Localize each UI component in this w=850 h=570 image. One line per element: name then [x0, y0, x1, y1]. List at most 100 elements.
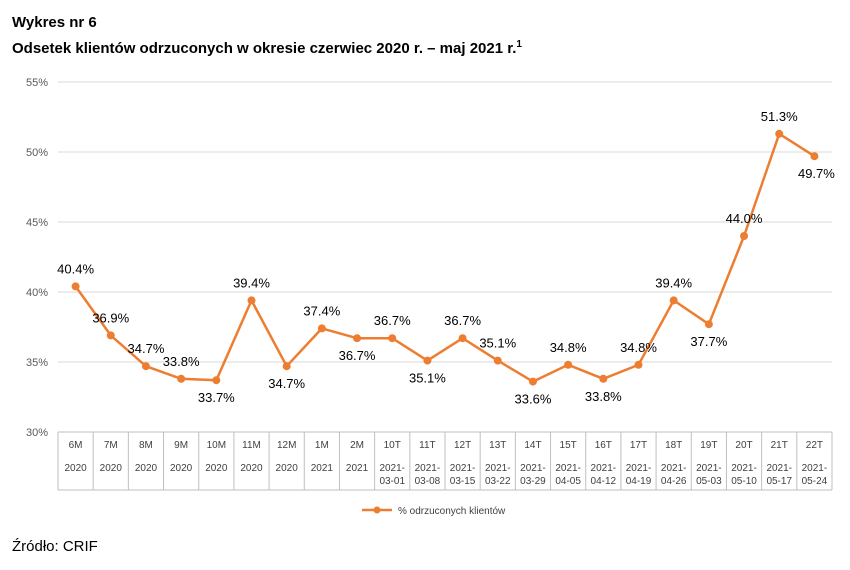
footnote-mark: 1 [516, 39, 522, 50]
data-point [106, 331, 115, 340]
x-tick-label: 13T [489, 440, 506, 451]
x-tick-label: 15T [560, 440, 577, 451]
chart-title: Odsetek klientów odrzuconych w okresie c… [12, 34, 522, 60]
x-tick-sublabel: 05-03 [696, 476, 722, 487]
x-tick-sublabel: 2021- [802, 463, 828, 474]
data-point [388, 334, 397, 343]
x-tick-sublabel: 2020 [205, 463, 228, 474]
x-tick-label: 17T [630, 440, 647, 451]
data-point [493, 356, 502, 365]
x-tick-sublabel: 2021 [346, 463, 369, 474]
x-tick-sublabel: 2021- [485, 463, 511, 474]
data-point [599, 374, 608, 383]
x-tick-sublabel: 04-26 [661, 476, 687, 487]
data-point [177, 374, 186, 383]
x-tick-sublabel: 03-08 [415, 476, 441, 487]
x-tick-sublabel: 2021- [415, 463, 441, 474]
data-label: 39.4% [233, 275, 270, 290]
data-label: 36.7% [444, 313, 481, 328]
x-tick-label: 12M [277, 440, 296, 451]
data-label: 35.1% [409, 371, 446, 386]
x-tick-sublabel: 04-05 [555, 476, 581, 487]
data-point [704, 320, 713, 329]
x-tick-label: 10T [384, 440, 401, 451]
data-point [669, 296, 678, 305]
data-label: 36.7% [374, 313, 411, 328]
data-point [247, 296, 256, 305]
data-point [740, 232, 749, 240]
x-tick-label: 14T [524, 440, 541, 451]
chart-number-label: Wykres nr 6 [12, 14, 97, 31]
x-tick-sublabel: 04-12 [591, 476, 617, 487]
legend-label: % odrzuconych klientów [398, 506, 506, 517]
x-tick-sublabel: 2021- [555, 463, 581, 474]
y-tick-label: 30% [26, 427, 48, 439]
x-tick-label: 16T [595, 440, 612, 451]
data-label: 34.8% [620, 340, 657, 355]
x-tick-sublabel: 2021- [696, 463, 722, 474]
y-tick-label: 55% [26, 77, 48, 89]
x-tick-label: 6M [69, 440, 83, 451]
x-tick-sublabel: 03-01 [379, 476, 405, 487]
x-tick-sublabel: 2021- [379, 463, 405, 474]
data-label: 33.6% [515, 392, 552, 407]
source-note: Źródło: CRIF [12, 538, 98, 555]
data-label: 33.8% [163, 354, 200, 369]
x-tick-label: 10M [207, 440, 226, 451]
x-tick-label: 21T [771, 440, 788, 451]
x-tick-sublabel: 2020 [64, 463, 87, 474]
x-tick-label: 9M [174, 440, 188, 451]
x-tick-label: 1M [315, 440, 329, 451]
data-label: 34.7% [268, 376, 305, 391]
x-tick-sublabel: 2021- [661, 463, 687, 474]
x-tick-label: 19T [700, 440, 717, 451]
x-tick-sublabel: 05-10 [731, 476, 757, 487]
data-label: 33.8% [585, 389, 622, 404]
data-point [141, 362, 150, 371]
y-tick-label: 50% [26, 147, 48, 159]
x-tick-sublabel: 03-29 [520, 476, 546, 487]
legend-marker [373, 506, 381, 514]
x-tick-sublabel: 2021 [311, 463, 334, 474]
data-point [564, 360, 573, 369]
chart-title-text: Odsetek klientów odrzuconych w okresie c… [12, 40, 517, 57]
x-tick-sublabel: 2021- [591, 463, 617, 474]
data-label: 37.7% [690, 334, 727, 349]
x-tick-sublabel: 2020 [170, 463, 193, 474]
x-tick-sublabel: 03-22 [485, 476, 511, 487]
data-label: 39.4% [655, 275, 692, 290]
data-point [810, 152, 819, 161]
data-label: 34.8% [550, 340, 587, 355]
data-label: 34.7% [128, 341, 165, 356]
x-tick-label: 8M [139, 440, 153, 451]
line-chart: 30% 35% 40% 45% 50% 55% 6M 2020 7M 2020 8M 2020 9M 20… [26, 77, 835, 517]
x-tick-label: 7M [104, 440, 118, 451]
x-tick-sublabel: 2021- [520, 463, 546, 474]
x-tick-label: 18T [665, 440, 682, 451]
data-point [317, 324, 326, 333]
data-point [282, 362, 291, 371]
data-point [71, 282, 80, 291]
x-tick-sublabel: 2021- [731, 463, 757, 474]
x-tick-sublabel: 05-24 [802, 476, 828, 487]
data-point [423, 356, 432, 365]
x-tick-sublabel: 03-15 [450, 476, 476, 487]
x-tick-label: 22T [806, 440, 823, 451]
x-tick-label: 11M [242, 440, 261, 451]
y-tick-label: 40% [26, 287, 48, 299]
data-label: 44.0% [726, 211, 763, 226]
data-point [775, 129, 784, 138]
data-label: 37.4% [303, 303, 340, 318]
x-tick-label: 20T [735, 440, 752, 451]
x-tick-sublabel: 2020 [100, 463, 123, 474]
series-line [74, 132, 816, 383]
data-label: 36.9% [92, 310, 129, 325]
data-label: 35.1% [479, 336, 516, 351]
x-tick-sublabel: 2021- [626, 463, 652, 474]
y-tick-label: 35% [26, 357, 48, 369]
data-label: 49.7% [798, 166, 835, 181]
title-block: Wykres nr 6 Odsetek klientów odrzuconych… [12, 12, 522, 60]
data-point [353, 334, 362, 343]
x-tick-label: 12T [454, 440, 471, 451]
x-tick-sublabel: 2020 [240, 463, 263, 474]
